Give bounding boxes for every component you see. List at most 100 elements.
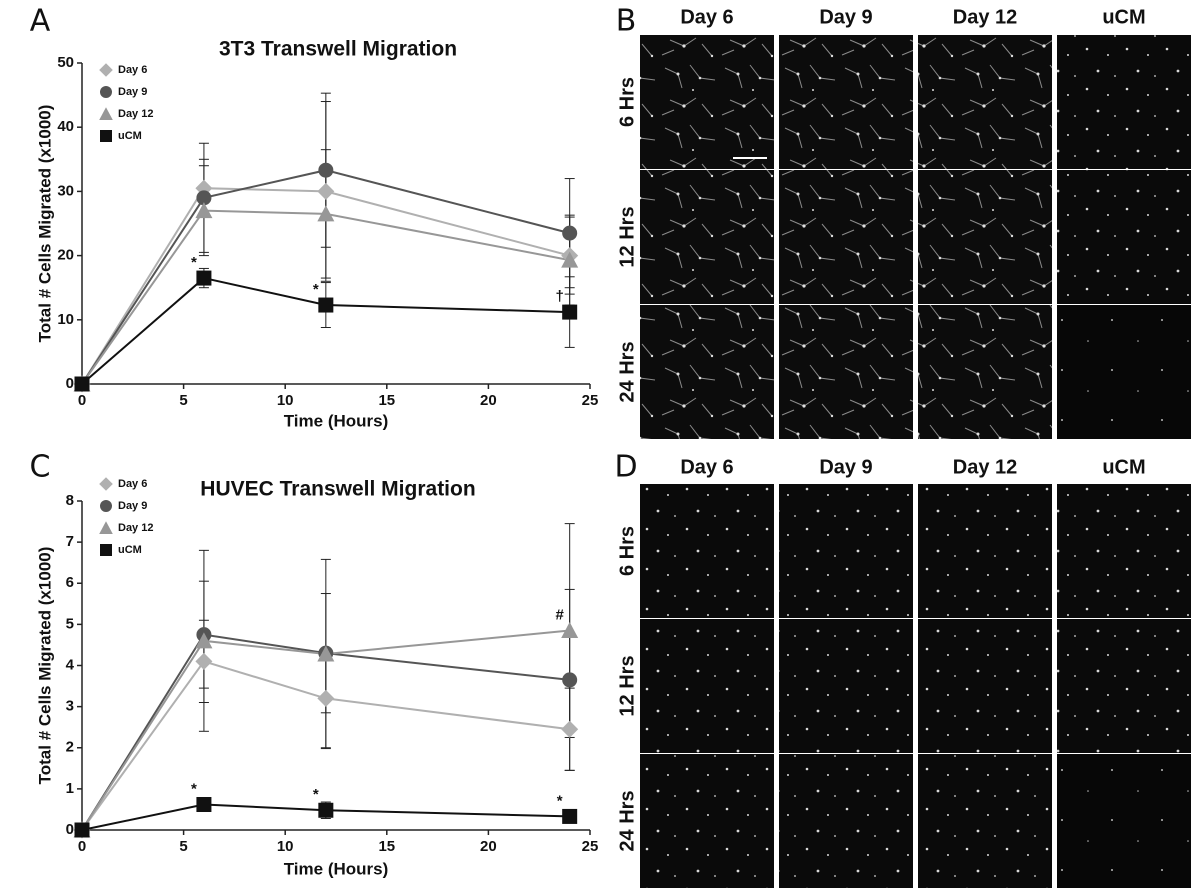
x-tick-label: 25 bbox=[582, 838, 599, 855]
marker bbox=[317, 689, 335, 707]
legend-marker bbox=[100, 544, 112, 556]
row-label: 6 Hrs bbox=[616, 77, 638, 127]
micrograph bbox=[640, 35, 774, 169]
x-tick-label: 15 bbox=[378, 838, 395, 855]
column-header: Day 9 bbox=[819, 456, 872, 478]
marker bbox=[317, 205, 335, 222]
marker bbox=[561, 251, 579, 268]
legend-label: uCM bbox=[118, 544, 142, 556]
marker bbox=[562, 808, 578, 824]
x-tick-label: 15 bbox=[378, 392, 395, 409]
y-tick-label: 40 bbox=[57, 118, 74, 135]
legend-label: uCM bbox=[118, 130, 142, 142]
column-header: Day 6 bbox=[680, 456, 733, 478]
y-tick-label: 1 bbox=[66, 780, 74, 797]
series-line bbox=[81, 169, 570, 385]
micrograph bbox=[918, 754, 1052, 888]
micrograph bbox=[779, 484, 913, 618]
micrograph bbox=[1057, 484, 1191, 618]
y-tick-label: 8 bbox=[66, 492, 74, 509]
series-line bbox=[81, 276, 570, 385]
micrograph bbox=[640, 754, 774, 888]
micrograph bbox=[918, 619, 1052, 753]
column-header: Day 6 bbox=[680, 6, 733, 28]
x-tick-label: 10 bbox=[277, 838, 294, 855]
marker bbox=[561, 622, 579, 639]
micrograph bbox=[640, 484, 774, 618]
column-header: Day 12 bbox=[953, 6, 1018, 28]
marker bbox=[318, 162, 334, 178]
legend-marker bbox=[99, 521, 113, 534]
x-tick-label: 5 bbox=[179, 838, 187, 855]
x-axis-label: Time (Hours) bbox=[284, 859, 389, 878]
micrograph bbox=[918, 170, 1052, 304]
x-tick-label: 5 bbox=[179, 392, 187, 409]
micrograph bbox=[918, 484, 1052, 618]
x-tick-label: 20 bbox=[480, 838, 497, 855]
y-axis-label: Total # Cells Migrated (x1000) bbox=[35, 547, 54, 785]
y-tick-label: 0 bbox=[66, 375, 74, 392]
legend-label: Day 12 bbox=[118, 522, 153, 534]
marker bbox=[318, 297, 334, 313]
micrograph bbox=[1057, 754, 1191, 888]
series-line bbox=[81, 209, 570, 385]
marker bbox=[74, 822, 90, 838]
micrograph bbox=[779, 619, 913, 753]
y-tick-label: 3 bbox=[66, 698, 74, 715]
y-tick-label: 5 bbox=[66, 615, 74, 632]
series-line bbox=[81, 633, 570, 831]
annotation: * bbox=[313, 281, 319, 298]
row-label: 24 Hrs bbox=[616, 341, 638, 402]
marker bbox=[195, 652, 213, 670]
micrograph bbox=[640, 619, 774, 753]
y-tick-label: 50 bbox=[57, 54, 74, 71]
x-tick-label: 10 bbox=[277, 392, 294, 409]
micrograph bbox=[918, 305, 1052, 439]
y-tick-label: 30 bbox=[57, 182, 74, 199]
marker bbox=[195, 202, 213, 219]
y-tick-label: 0 bbox=[66, 821, 74, 838]
x-tick-label: 0 bbox=[78, 838, 86, 855]
row-label: 6 Hrs bbox=[616, 526, 638, 576]
marker bbox=[74, 376, 90, 392]
marker bbox=[195, 632, 213, 649]
micrograph bbox=[918, 35, 1052, 169]
row-label: 24 Hrs bbox=[616, 790, 638, 851]
series-line bbox=[81, 660, 570, 831]
x-tick-label: 0 bbox=[78, 392, 86, 409]
panel-letter: C bbox=[30, 450, 51, 485]
panel-letter: A bbox=[30, 4, 51, 39]
annotation: * bbox=[313, 786, 319, 803]
micrograph bbox=[779, 754, 913, 888]
series-line bbox=[81, 629, 570, 831]
row-label: 12 Hrs bbox=[616, 655, 638, 716]
legend-label: Day 9 bbox=[118, 86, 147, 98]
series-line bbox=[81, 803, 570, 831]
micrograph bbox=[779, 305, 913, 439]
micrograph bbox=[640, 170, 774, 304]
annotation: * bbox=[557, 792, 563, 809]
marker bbox=[317, 645, 335, 662]
column-header: uCM bbox=[1102, 6, 1145, 28]
micrograph bbox=[1057, 619, 1191, 753]
series-line bbox=[81, 187, 570, 385]
x-axis-label: Time (Hours) bbox=[284, 411, 389, 430]
x-tick-label: 20 bbox=[480, 392, 497, 409]
legend-marker bbox=[99, 477, 113, 491]
marker bbox=[318, 802, 334, 818]
legend-label: Day 12 bbox=[118, 108, 153, 120]
y-tick-label: 2 bbox=[66, 739, 74, 756]
micrograph bbox=[640, 305, 774, 439]
marker bbox=[196, 797, 212, 813]
marker bbox=[562, 304, 578, 320]
marker bbox=[317, 182, 335, 200]
legend-marker bbox=[99, 63, 113, 77]
legend-marker bbox=[100, 130, 112, 142]
legend-label: Day 6 bbox=[118, 478, 147, 490]
micrograph bbox=[779, 170, 913, 304]
micrograph bbox=[1057, 35, 1191, 169]
chart-title: 3T3 Transwell Migration bbox=[219, 38, 457, 61]
y-tick-label: 4 bbox=[66, 656, 75, 673]
micrograph bbox=[779, 35, 913, 169]
legend-marker bbox=[100, 500, 112, 512]
